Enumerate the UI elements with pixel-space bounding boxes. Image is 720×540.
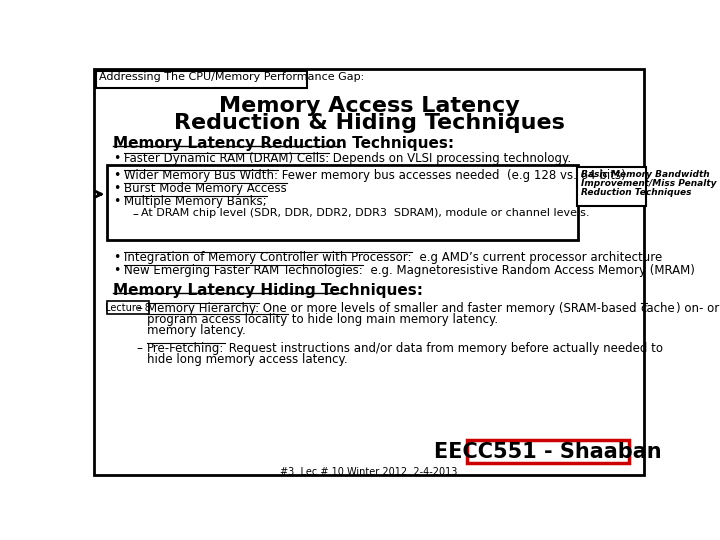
- Text: Reduction & Hiding Techniques: Reduction & Hiding Techniques: [174, 112, 564, 132]
- Text: •: •: [113, 195, 121, 208]
- Text: New Emerging Faster RAM Technologies:: New Emerging Faster RAM Technologies:: [124, 264, 363, 277]
- Text: memory latency.: memory latency.: [148, 323, 246, 336]
- Text: e.g AMD’s current processor architecture: e.g AMD’s current processor architecture: [412, 251, 662, 264]
- Text: #3  Lec # 10 Winter 2012  2-4-2013: #3 Lec # 10 Winter 2012 2-4-2013: [280, 467, 458, 477]
- Text: Memory Latency Reduction Techniques:: Memory Latency Reduction Techniques:: [113, 137, 454, 151]
- Text: Memory Latency Hiding Techniques:: Memory Latency Hiding Techniques:: [113, 284, 423, 299]
- Text: Memory Hierarchy:: Memory Hierarchy:: [148, 302, 259, 315]
- Text: Request instructions and/or data from memory before actually needed to: Request instructions and/or data from me…: [225, 342, 662, 355]
- Text: Improvement/Miss Penalty: Improvement/Miss Penalty: [580, 179, 716, 188]
- Text: Multiple Memory Banks;: Multiple Memory Banks;: [124, 195, 266, 208]
- Bar: [577, 167, 646, 206]
- Text: ) on- or off-chip that exploit: ) on- or off-chip that exploit: [675, 302, 720, 315]
- Text: hide long memory access latency.: hide long memory access latency.: [148, 353, 348, 366]
- Text: Basic Memory Bandwidth: Basic Memory Bandwidth: [580, 170, 709, 179]
- Bar: [96, 71, 307, 88]
- Text: EECC551 - Shaaban: EECC551 - Shaaban: [434, 442, 662, 462]
- Text: Reduction Techniques: Reduction Techniques: [580, 188, 691, 197]
- Text: •: •: [113, 264, 121, 277]
- Text: Depends on VLSI processing technology.: Depends on VLSI processing technology.: [329, 152, 572, 165]
- Text: •: •: [113, 168, 121, 182]
- Text: Integration of Memory Controller with Processor:: Integration of Memory Controller with Pr…: [124, 251, 412, 264]
- Text: •: •: [113, 152, 121, 165]
- Text: Pre-Fetching:: Pre-Fetching:: [148, 342, 225, 355]
- Text: •: •: [113, 251, 121, 264]
- Text: Faster Dynamic RAM (DRAM) Cells:: Faster Dynamic RAM (DRAM) Cells:: [124, 152, 329, 165]
- Text: –: –: [137, 342, 143, 355]
- Text: Wider Memory Bus Width:: Wider Memory Bus Width:: [124, 168, 278, 182]
- Text: –: –: [132, 208, 138, 221]
- Text: program access locality: program access locality: [148, 313, 287, 326]
- Text: e.g. Magnetoresistive Random Access Memory (MRAM): e.g. Magnetoresistive Random Access Memo…: [363, 264, 695, 277]
- Text: –: –: [137, 302, 143, 315]
- Text: Memory Access Latency: Memory Access Latency: [219, 96, 519, 116]
- Text: •: •: [113, 182, 121, 195]
- Text: to hide long main memory latency.: to hide long main memory latency.: [287, 313, 498, 326]
- Bar: [107, 165, 578, 240]
- Text: One or more levels of smaller and faster memory (SRAM-based: One or more levels of smaller and faster…: [259, 302, 641, 315]
- Text: Addressing The CPU/Memory Performance Gap:: Addressing The CPU/Memory Performance Ga…: [99, 72, 364, 83]
- Text: Lecture 8: Lecture 8: [105, 303, 151, 313]
- Bar: [107, 301, 149, 314]
- Text: Fewer memory bus accesses needed  (e.g 128 vs. 64 bits): Fewer memory bus accesses needed (e.g 12…: [278, 168, 626, 182]
- Bar: [467, 440, 629, 463]
- Text: At DRAM chip level (SDR, DDR, DDR2, DDR3  SDRAM), module or channel levels.: At DRAM chip level (SDR, DDR, DDR2, DDR3…: [141, 208, 590, 218]
- Text: cache: cache: [641, 302, 675, 315]
- Text: Burst Mode Memory Access: Burst Mode Memory Access: [124, 182, 287, 195]
